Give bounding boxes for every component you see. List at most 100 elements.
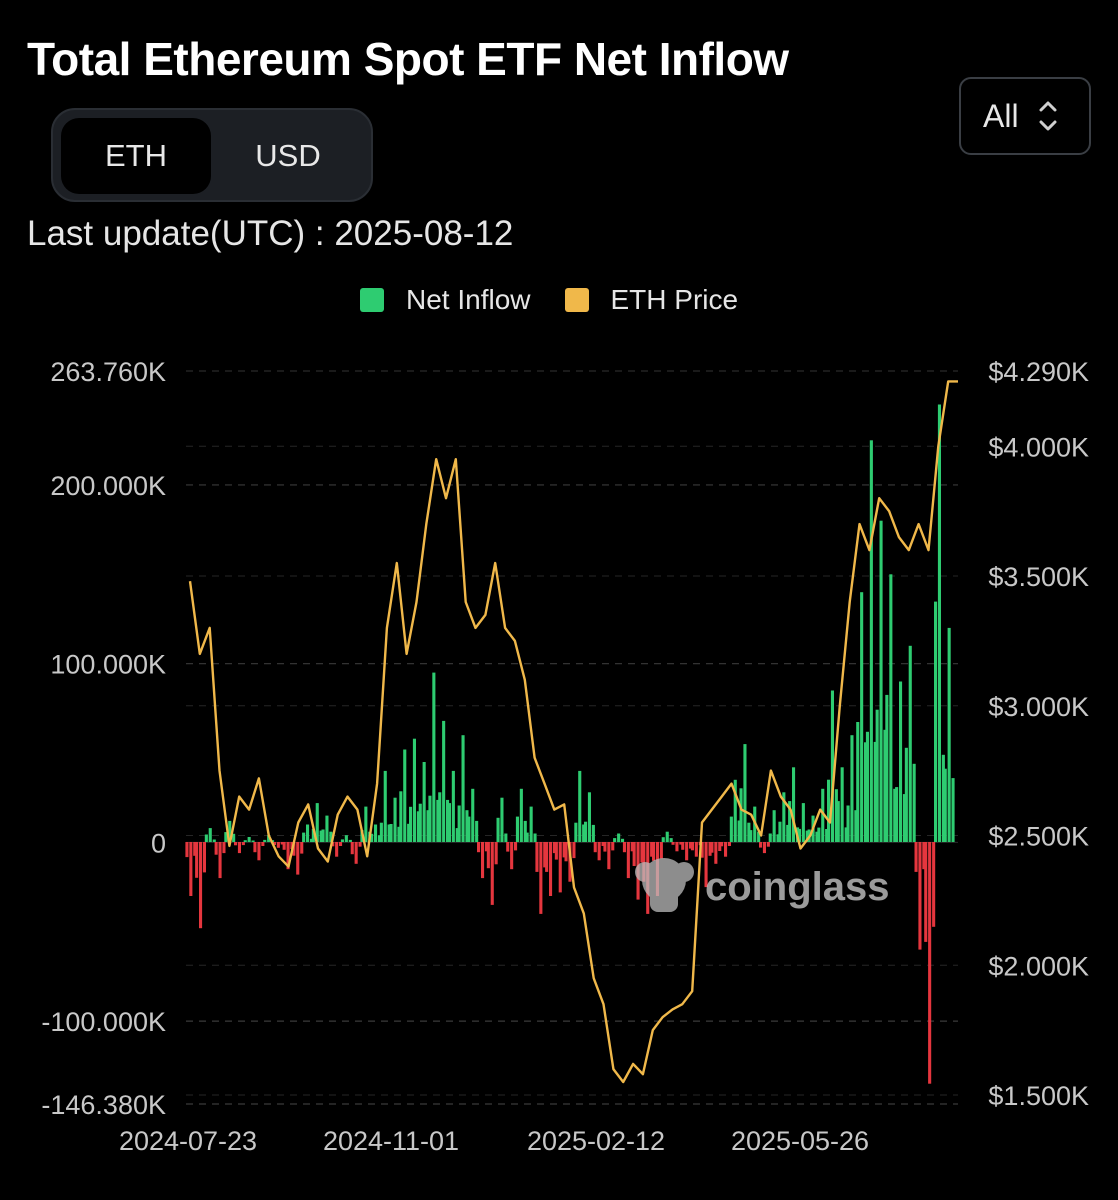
net-inflow-bar	[208, 828, 212, 842]
net-inflow-bar	[860, 592, 864, 842]
net-inflow-bar	[311, 828, 315, 842]
net-inflow-bar	[267, 835, 271, 842]
net-inflow-bar	[710, 842, 714, 853]
net-inflow-bar	[389, 824, 393, 842]
net-inflow-bar	[817, 827, 821, 842]
net-inflow-bar	[344, 835, 348, 842]
net-inflow-bar	[446, 799, 450, 842]
toggle-usd-button[interactable]: USD	[255, 138, 321, 173]
net-inflow-bar	[694, 842, 698, 857]
net-inflow-bar	[922, 842, 926, 870]
unit-toggle[interactable]: ETH USD	[51, 108, 373, 202]
net-inflow-bar	[943, 768, 947, 842]
net-inflow-bar	[805, 830, 809, 842]
net-inflow-bar	[409, 806, 413, 842]
net-inflow-bar	[436, 799, 440, 842]
net-inflow-bar	[523, 820, 527, 842]
net-inflow-bar	[885, 694, 889, 842]
net-inflow-bar	[932, 842, 936, 927]
net-inflow-bar	[747, 822, 751, 842]
toggle-eth-button[interactable]: ETH	[61, 118, 211, 194]
net-inflow-bar	[325, 815, 329, 842]
range-select[interactable]: All	[959, 77, 1091, 155]
net-inflow-bar	[640, 842, 644, 863]
net-inflow-bar	[292, 842, 296, 856]
net-inflow-bar	[856, 722, 860, 842]
net-inflow-bar	[757, 831, 761, 842]
net-inflow-bar	[222, 842, 226, 854]
net-inflow-bar	[883, 729, 887, 842]
net-inflow-bar	[830, 690, 834, 842]
net-inflow-bar	[422, 762, 426, 842]
net-inflow-bar	[261, 842, 265, 846]
y-right-tick-label: $1.500K	[988, 1081, 1089, 1111]
net-inflow-bar	[854, 810, 858, 842]
y-right-tick-label: $2.000K	[988, 951, 1089, 981]
net-inflow-bar	[461, 735, 465, 842]
x-axis: 2024-07-23 2024-11-01 2025-02-12 2025-05-26	[119, 1126, 869, 1156]
y-left-tick-label: 200.000K	[50, 471, 166, 501]
net-inflow-bar	[214, 842, 218, 855]
net-inflow-bar	[525, 832, 529, 842]
net-inflow-bar	[228, 820, 232, 842]
net-inflow-bar	[335, 842, 339, 857]
net-inflow-bar	[484, 842, 488, 852]
net-inflow-bar	[257, 842, 261, 861]
net-inflow-bar	[354, 842, 358, 864]
net-inflow-bar	[611, 842, 615, 851]
net-inflow-bar	[772, 810, 776, 842]
net-inflow-bar	[383, 770, 387, 842]
net-inflow-bar	[918, 842, 922, 950]
net-inflow-bar	[272, 842, 276, 845]
net-inflow-bar	[582, 824, 586, 842]
net-inflow-bar	[331, 842, 335, 847]
net-inflow-bar	[300, 842, 304, 854]
net-inflow-bar	[626, 842, 630, 879]
net-inflow-bar	[447, 803, 451, 842]
net-inflow-bar	[286, 842, 290, 870]
net-inflow-bar	[681, 842, 685, 850]
net-inflow-bar	[315, 803, 319, 842]
net-inflow-bar	[718, 842, 722, 851]
net-inflow-bar	[850, 735, 854, 842]
net-inflow-bar	[904, 747, 908, 842]
net-inflow-bar	[467, 816, 471, 842]
legend-label-eth-price: ETH Price	[610, 284, 739, 315]
y-axis-left: 263.760K 200.000K 100.000K 0 -100.000K -146.3…	[41, 357, 166, 1120]
net-inflow-bar	[243, 840, 247, 842]
net-inflow-bar	[727, 842, 731, 846]
net-inflow-bar	[224, 832, 228, 842]
coinglass-logo-icon	[635, 858, 694, 912]
net-inflow-bar	[202, 842, 206, 873]
net-inflow-bar	[554, 842, 558, 860]
net-inflow-bar	[189, 842, 193, 896]
net-inflow-bar	[778, 821, 782, 842]
net-inflow-bar	[564, 842, 568, 862]
net-inflow-bar	[241, 842, 245, 846]
net-inflow-bar	[834, 789, 838, 842]
net-inflow-bar	[815, 831, 819, 842]
chart-grid	[186, 370, 958, 1105]
net-inflow-bar	[319, 830, 323, 842]
net-inflow-bar	[263, 839, 267, 842]
net-inflow-bar	[515, 816, 519, 842]
net-inflow-bar	[199, 842, 203, 929]
net-inflow-bar	[840, 767, 844, 842]
net-inflow-bar	[607, 842, 611, 870]
net-inflow-bar	[797, 828, 801, 842]
page-title: Total Ethereum Spot ETF Net Inflow	[27, 33, 789, 85]
net-inflow-bar	[776, 834, 780, 842]
net-inflow-bar	[535, 842, 539, 872]
net-inflow-bar	[185, 842, 189, 858]
x-tick-label: 2025-02-12	[527, 1126, 665, 1156]
net-inflow-bar	[438, 792, 442, 842]
net-inflow-bar	[490, 842, 494, 905]
net-inflow-bar	[762, 842, 766, 854]
legend-item-net-inflow[interactable]: Net Inflow	[360, 284, 531, 316]
chevron-up-down-icon	[1037, 96, 1059, 136]
net-inflow-bar	[496, 817, 500, 842]
net-inflow-bar	[749, 830, 753, 842]
net-inflow-bar	[659, 842, 663, 859]
legend-item-eth-price[interactable]: ETH Price	[564, 284, 739, 316]
